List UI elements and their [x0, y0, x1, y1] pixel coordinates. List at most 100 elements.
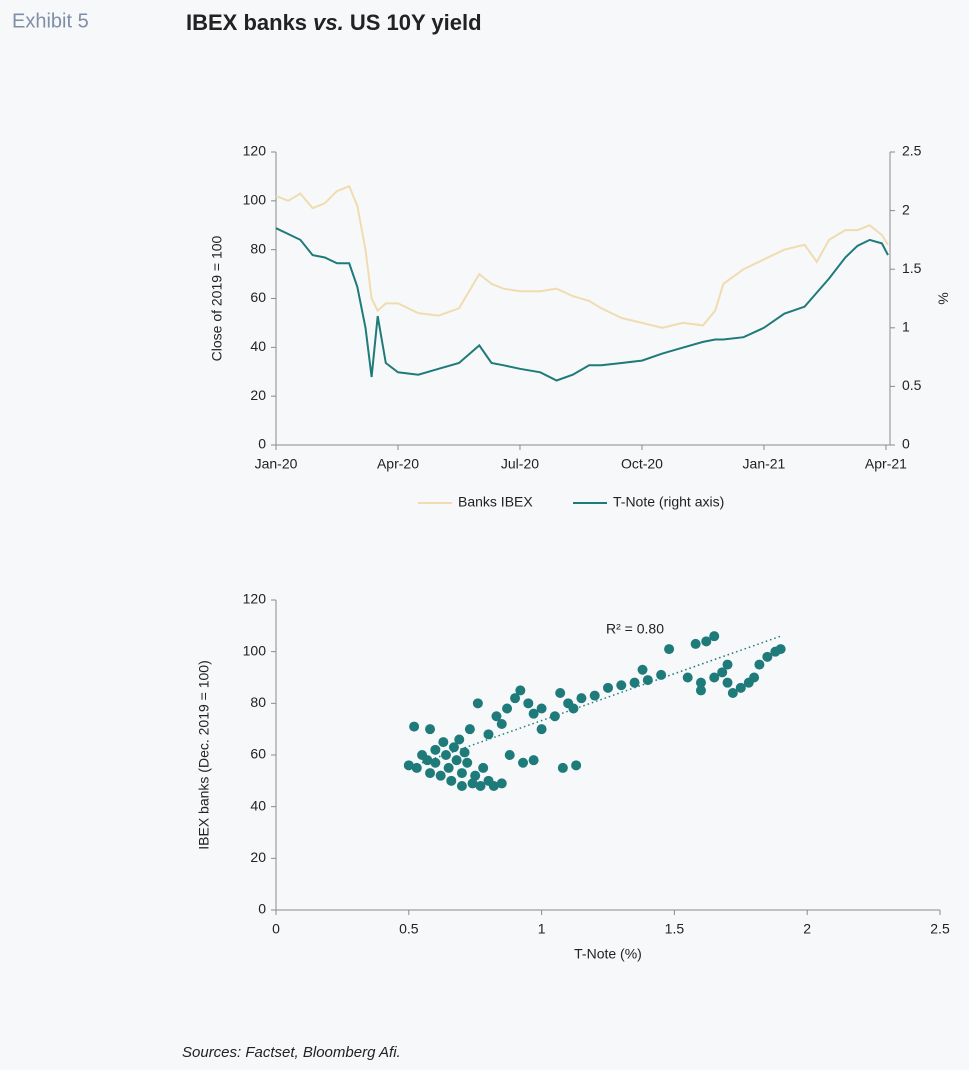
x-tick-label: 0.5	[399, 921, 419, 937]
scatter-point	[576, 693, 587, 704]
scatter-point	[775, 644, 786, 655]
scatter-point	[510, 693, 521, 704]
x-tick-label: Apr-21	[865, 456, 907, 472]
trendline	[421, 635, 781, 764]
scatter-point	[656, 669, 667, 680]
y-tick-label: 20	[250, 387, 266, 403]
source-note: Sources: Factset, Bloomberg Afi.	[182, 1044, 401, 1061]
scatter-point	[555, 688, 566, 698]
scatter-point	[709, 631, 720, 642]
y2-tick-label: 1	[902, 319, 910, 335]
x-tick-label: 2.5	[930, 921, 950, 937]
y-tick-label: 80	[250, 694, 266, 710]
scatter-point	[435, 770, 446, 781]
scatter-point	[717, 667, 728, 678]
series-line	[275, 184, 889, 329]
y-axis-label: Close of 2019 = 100	[209, 235, 225, 361]
legend-label: T-Note (right axis)	[613, 494, 724, 510]
x-tick-label: 2	[803, 921, 811, 937]
y-tick-label: 100	[243, 192, 267, 208]
scatter-point	[491, 711, 502, 722]
scatter-point	[430, 744, 441, 755]
scatter-point	[536, 703, 547, 714]
scatter-point	[472, 698, 483, 709]
scatter-point	[536, 724, 547, 735]
scatter-point	[571, 760, 582, 771]
scatter-point	[727, 688, 738, 698]
scatter-point	[664, 644, 675, 655]
scatter-point	[709, 672, 720, 683]
scatter-point	[496, 719, 507, 729]
y2-tick-label: 1.5	[902, 260, 922, 276]
scatter-point	[425, 724, 436, 735]
y-axis-label: IBEX banks (Dec. 2019 = 100)	[196, 660, 212, 850]
scatter-point	[454, 734, 465, 745]
y2-tick-label: 0	[902, 436, 910, 452]
y-tick-label: 60	[250, 746, 266, 762]
page-title: IBEX banks vs. US 10Y yield	[186, 10, 482, 35]
scatter-point	[446, 775, 457, 786]
scatter-point	[762, 651, 773, 662]
scatter-point	[589, 690, 600, 701]
y-tick-label: 0	[258, 901, 266, 917]
scatter-point	[464, 724, 475, 735]
scatter-point	[515, 685, 526, 696]
scatter-point	[448, 742, 459, 753]
x-tick-label: Jul-20	[501, 456, 539, 472]
scatter-point	[456, 781, 467, 791]
scatter-point	[456, 768, 467, 779]
scatter-point	[459, 747, 470, 758]
scatter-point	[478, 762, 489, 773]
scatter-point	[462, 757, 473, 768]
x-tick-label: Jan-20	[255, 456, 298, 472]
x-axis-label: T-Note (%)	[574, 946, 642, 962]
y-tick-label: 0	[258, 436, 266, 452]
scatter-point	[695, 685, 706, 696]
scatter-point	[504, 750, 515, 760]
scatter-point	[701, 636, 712, 647]
x-tick-label: 1	[538, 921, 546, 937]
x-tick-label: 0	[272, 921, 280, 937]
scatter-point	[488, 781, 499, 791]
y2-tick-label: 2	[902, 201, 910, 217]
scatter-point	[629, 677, 640, 688]
scatter-point	[528, 708, 539, 719]
scatter-point	[637, 664, 648, 675]
y-tick-label: 120	[243, 143, 267, 159]
title-part: vs.	[313, 10, 344, 35]
scatter-point	[430, 757, 441, 768]
scatter-point	[411, 762, 422, 773]
scatter-point	[451, 755, 462, 766]
scatter-point	[682, 672, 693, 683]
scatter-point	[616, 680, 627, 691]
x-tick-label: 1.5	[665, 921, 685, 937]
scatter-point	[695, 677, 706, 688]
scatter-point	[443, 762, 454, 773]
scatter-point	[467, 778, 478, 789]
x-tick-label: Apr-20	[377, 456, 419, 472]
y-tick-label: 120	[243, 591, 267, 607]
exhibit-label: Exhibit 5	[12, 10, 89, 32]
scatter-point	[743, 677, 754, 688]
y-tick-label: 80	[250, 240, 266, 256]
scatter-point	[409, 721, 420, 732]
scatter-point	[438, 737, 449, 748]
series-line	[275, 227, 889, 382]
scatter-point	[528, 755, 539, 766]
scatter-point	[523, 698, 534, 709]
legend-label: Banks IBEX	[458, 494, 533, 510]
scatter-point	[722, 677, 733, 688]
scatter-point	[518, 757, 529, 768]
scatter-point	[557, 762, 568, 773]
y-tick-label: 20	[250, 849, 266, 865]
y-tick-label: 40	[250, 797, 266, 813]
scatter-point	[440, 750, 451, 760]
scatter-point	[425, 768, 436, 779]
title-part: IBEX banks	[186, 10, 313, 35]
scatter-point	[403, 760, 414, 771]
y2-tick-label: 2.5	[902, 143, 922, 159]
y2-tick-label: 0.5	[902, 377, 922, 393]
y-tick-label: 100	[243, 642, 267, 658]
title-part: US 10Y yield	[344, 10, 482, 35]
